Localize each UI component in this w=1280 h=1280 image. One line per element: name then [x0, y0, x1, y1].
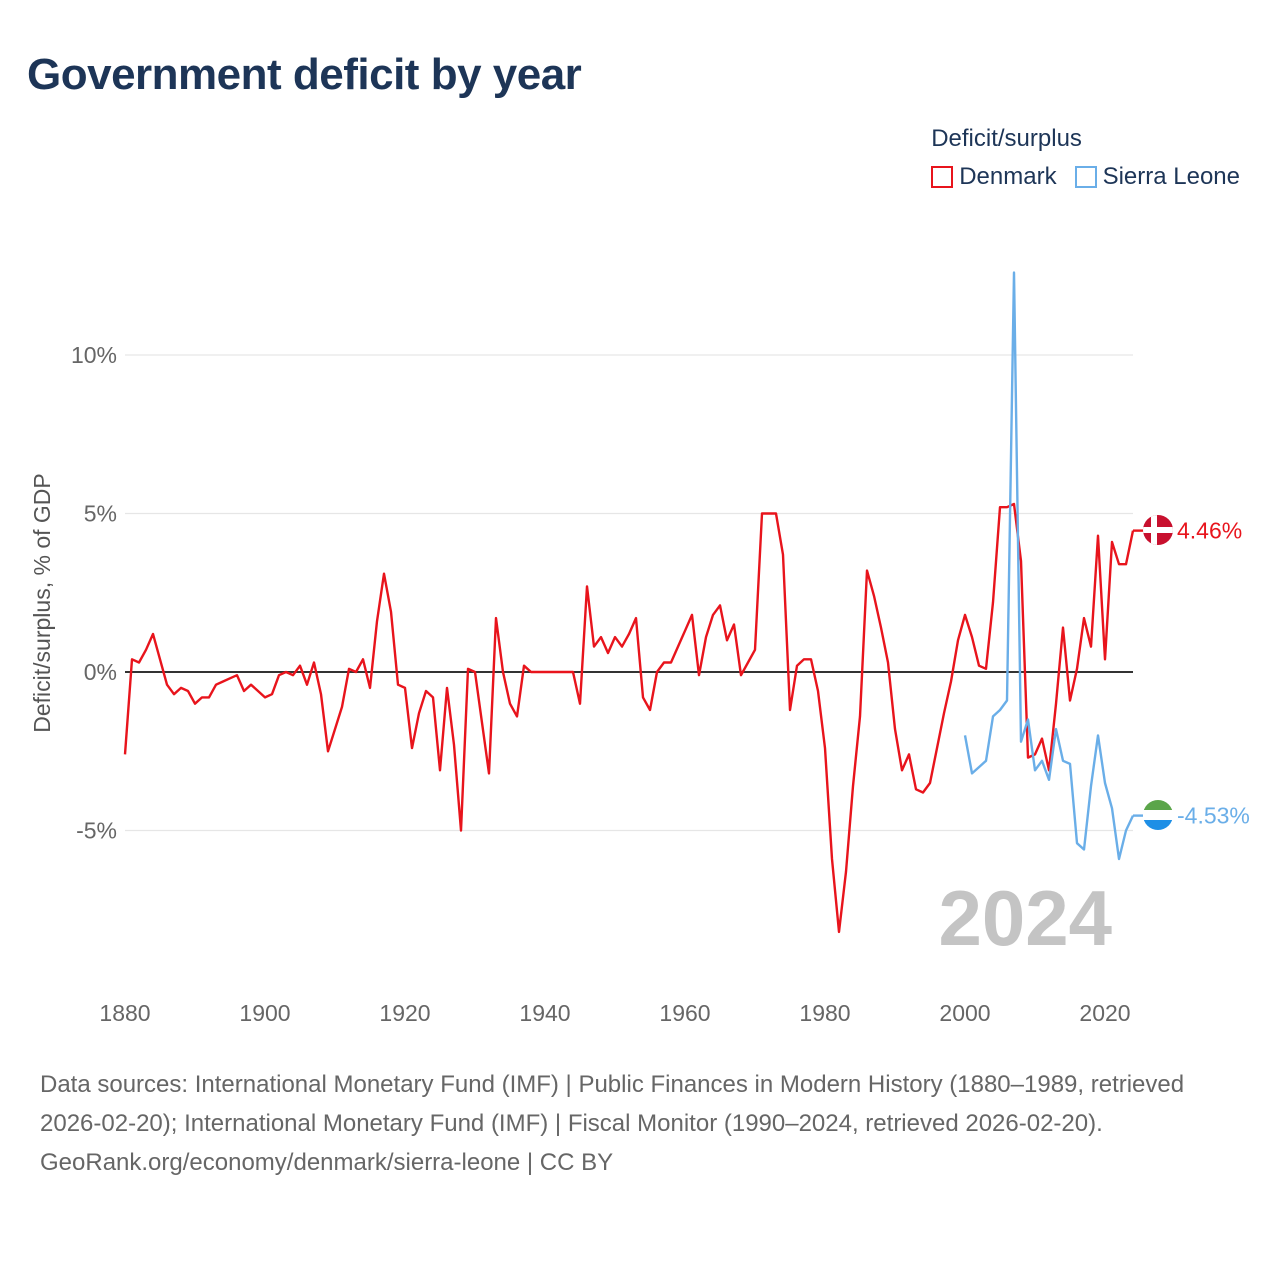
legend-label-sierra-leone: Sierra Leone: [1102, 163, 1240, 190]
credit-link[interactable]: GeoRank.org/economy/denmark/sierra-leone…: [40, 1149, 614, 1176]
y-tick-label: 10%: [71, 342, 117, 368]
legend-swatch-sierra-leone: [1074, 166, 1097, 188]
x-tick-label: 1880: [99, 1000, 150, 1026]
chart-title: Government deficit by year: [27, 50, 582, 99]
y-axis-label: Deficit/surplus, % of GDP: [29, 473, 55, 732]
year-watermark: 2024: [938, 874, 1112, 962]
legend: Deficit/surplus Denmark Sierra Leone: [931, 125, 1240, 191]
end-value-label-sierra-leone: -4.53%: [1177, 803, 1250, 829]
x-tick-label: 2000: [939, 1000, 990, 1026]
x-tick-label: 1920: [379, 1000, 430, 1026]
series-line-denmark[interactable]: [123, 502, 1135, 934]
footer: Data sources: International Monetary Fun…: [40, 1065, 1240, 1182]
data-sources: Data sources: International Monetary Fun…: [40, 1071, 1185, 1137]
y-tick-label: 5%: [84, 501, 117, 527]
end-value-label-denmark: 4.46%: [1177, 518, 1242, 544]
x-tick-label: 1900: [239, 1000, 290, 1026]
x-tick-label: 1940: [519, 1000, 570, 1026]
y-tick-label: 0%: [84, 659, 117, 685]
x-tick-label: 2020: [1079, 1000, 1130, 1026]
legend-label-denmark: Denmark: [959, 163, 1057, 190]
sierra-leone-flag-icon: [1143, 800, 1173, 830]
x-tick-label: 1980: [799, 1000, 850, 1026]
legend-swatch-denmark: [931, 166, 954, 188]
series-line-sierra-leone[interactable]: [963, 271, 1135, 861]
x-tick-label: 1960: [659, 1000, 710, 1026]
legend-item-denmark[interactable]: Denmark: [931, 163, 1057, 191]
legend-item-sierra-leone[interactable]: Sierra Leone: [1074, 163, 1240, 191]
line-chart: 10% 5% 0% -5% 1880 1900 1920 1940 1960 1980 2000 2…: [29, 271, 1250, 1026]
y-tick-label: -5%: [76, 818, 117, 844]
denmark-flag-icon: [1143, 515, 1173, 545]
legend-title: Deficit/surplus: [931, 125, 1082, 152]
